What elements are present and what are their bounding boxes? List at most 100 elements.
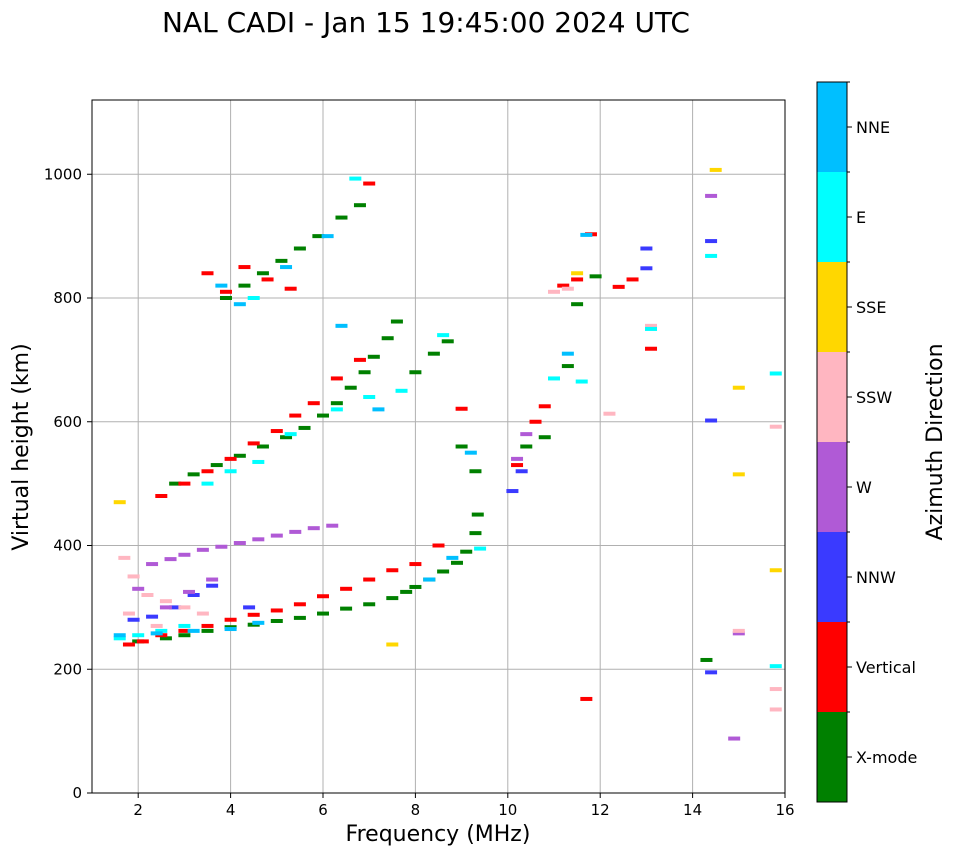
data-point-w (159, 605, 172, 610)
x-tick-label: 4 (226, 801, 236, 819)
data-point-vertical (136, 639, 149, 644)
data-point-sse (386, 642, 399, 647)
data-point-nne (233, 302, 246, 307)
data-point-nne (215, 283, 228, 288)
x-tick-label: 16 (775, 801, 794, 819)
colorbar-segment-vertical (817, 622, 847, 712)
colorbar-segment-w (817, 442, 847, 532)
data-point-e (284, 432, 297, 437)
data-point-sse (769, 568, 782, 573)
data-point-ssw (769, 687, 782, 692)
data-point-x-mode (187, 472, 200, 477)
data-point-vertical (626, 277, 639, 282)
data-point-nnw (169, 605, 182, 610)
data-point-e (330, 407, 343, 412)
data-point-e (769, 371, 782, 376)
data-point-nne (335, 323, 348, 328)
colorbar-label: NNE (856, 118, 890, 137)
data-point-x-mode (450, 560, 463, 565)
data-point-vertical (432, 543, 445, 548)
data-point-ssw (603, 411, 616, 416)
data-point-x-mode (390, 319, 403, 324)
data-point-vertical (511, 463, 524, 468)
data-point-x-mode (589, 274, 602, 279)
data-point-e (349, 176, 362, 181)
data-point-x-mode (455, 444, 468, 449)
data-point-vertical (122, 642, 135, 647)
data-point-nne (280, 265, 293, 270)
data-point-e (247, 296, 260, 300)
data-point-w (196, 547, 209, 552)
data-point-x-mode (169, 481, 182, 486)
data-point-vertical (247, 441, 260, 446)
colorbar-segment-x-mode (817, 712, 847, 802)
data-point-x-mode (469, 531, 482, 536)
data-point-vertical (270, 429, 283, 434)
data-point-x-mode (386, 596, 399, 601)
data-point-e (395, 388, 408, 393)
data-point-nnw (515, 469, 528, 474)
data-point-vertical (409, 562, 422, 567)
data-point-nnw (187, 593, 200, 597)
data-point-e (132, 633, 145, 638)
colorbar-segment-e (817, 172, 847, 262)
x-tick-label: 10 (498, 801, 517, 819)
data-point-x-mode (520, 444, 533, 449)
data-point-e (575, 379, 588, 384)
data-point-x-mode (358, 370, 371, 375)
data-point-vertical (353, 357, 366, 362)
data-point-nne (187, 628, 200, 633)
data-point-x-mode (460, 549, 473, 554)
data-point-nne (580, 232, 593, 237)
data-point-w (511, 456, 524, 461)
colorbar: X-mode Vertical NNW W SSW SSE E NNE (816, 81, 917, 803)
data-point-e (474, 546, 487, 551)
data-point-w (705, 193, 718, 198)
data-point-vertical (224, 456, 237, 461)
data-point-vertical (293, 602, 306, 607)
data-point-x-mode (256, 271, 269, 276)
data-point-e (201, 481, 214, 486)
colorbar-label: E (856, 208, 866, 227)
data-point-nne (150, 631, 163, 636)
data-point-vertical (238, 265, 251, 270)
data-point-x-mode (298, 425, 311, 430)
data-point-nne (561, 351, 574, 356)
data-point-x-mode (330, 401, 343, 406)
data-point-nnw (640, 246, 653, 251)
data-point-vertical (307, 401, 320, 406)
data-point-x-mode (538, 435, 551, 440)
data-point-ssw (178, 605, 191, 610)
data-point-w (728, 736, 741, 741)
data-point-x-mode (700, 657, 713, 662)
data-point-w (146, 562, 159, 567)
y-tick-label: 0 (72, 784, 82, 802)
data-point-ssw (150, 623, 163, 628)
data-point-x-mode (238, 283, 251, 288)
data-point-sse (732, 472, 745, 477)
colorbar-segment-nnw (817, 532, 847, 622)
data-point-ssw (196, 611, 209, 616)
data-point-vertical (178, 628, 191, 633)
data-point-x-mode (312, 234, 325, 239)
data-point-vertical (270, 608, 283, 613)
data-point-sse (732, 385, 745, 390)
data-point-x-mode (471, 512, 484, 517)
data-point-nnw (705, 670, 718, 675)
data-point-e (113, 636, 126, 641)
colorbar-label: X-mode (856, 748, 917, 767)
x-axis-label: Frequency (MHz) (346, 822, 531, 847)
data-point-x-mode (159, 636, 172, 641)
colorbar-label: Vertical (856, 658, 916, 677)
x-tick-label: 8 (411, 801, 421, 819)
data-point-x-mode (178, 633, 191, 638)
data-point-x-mode (270, 618, 283, 623)
data-point-x-mode (561, 364, 574, 369)
data-point-vertical (645, 346, 658, 351)
data-point-e (769, 664, 782, 669)
data-point-e (155, 628, 168, 633)
data-point-w (289, 529, 302, 534)
data-point-nne (464, 450, 477, 455)
data-point-vertical (363, 181, 376, 186)
data-point-x-mode (335, 215, 348, 220)
